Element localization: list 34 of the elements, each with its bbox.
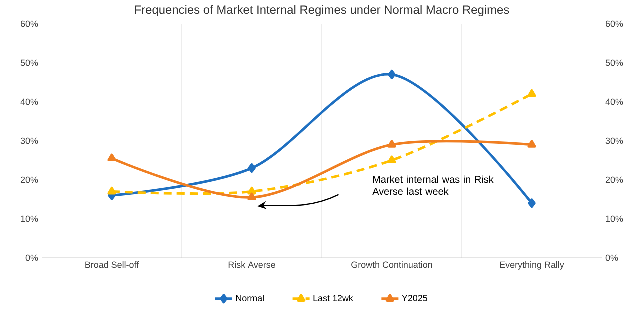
point — [528, 198, 536, 208]
y-tick-label: 50% — [20, 60, 38, 66]
y2-tick-label: 0% — [606, 254, 618, 262]
x-tick-label: Risk Averse — [228, 262, 276, 268]
point — [528, 140, 536, 148]
y-tick-label: 10% — [21, 216, 38, 222]
y-tick-label: 30% — [20, 138, 38, 144]
y2-tick-label: 30% — [606, 138, 624, 144]
y-tick-label: 20% — [20, 176, 38, 184]
point — [108, 154, 116, 162]
y2-tick-label: 50% — [606, 60, 624, 66]
chart-title: Frequencies of Market Internal Regimes under Normal Macro Regimes — [135, 5, 510, 17]
point — [528, 89, 536, 98]
point — [388, 156, 396, 164]
y-tick-label: 40% — [20, 98, 38, 106]
y2-tick-label: 60% — [606, 20, 624, 28]
x-tick-label: Everything Rally — [500, 262, 564, 270]
legend-label: Y2025 — [402, 295, 428, 302]
y2-tick-label: 40% — [606, 98, 624, 106]
y2-tick-label: 10% — [606, 216, 624, 222]
point — [388, 140, 396, 148]
point — [388, 70, 396, 80]
point — [248, 192, 256, 201]
legend-label: Normal — [236, 294, 264, 302]
y-tick-label: 0% — [26, 254, 38, 262]
x-tick-label: Broad Sell-off — [86, 262, 140, 268]
x-tick-label: Growth Continuation — [352, 262, 432, 268]
y2-tick-label: 20% — [606, 176, 624, 184]
annotation: Market internal was in Risk Averse last week — [372, 176, 494, 196]
point — [108, 186, 116, 195]
point — [248, 186, 256, 195]
legend-label: Last 12wk — [314, 294, 354, 302]
point — [248, 164, 256, 174]
y-tick-label: 60% — [20, 20, 38, 28]
